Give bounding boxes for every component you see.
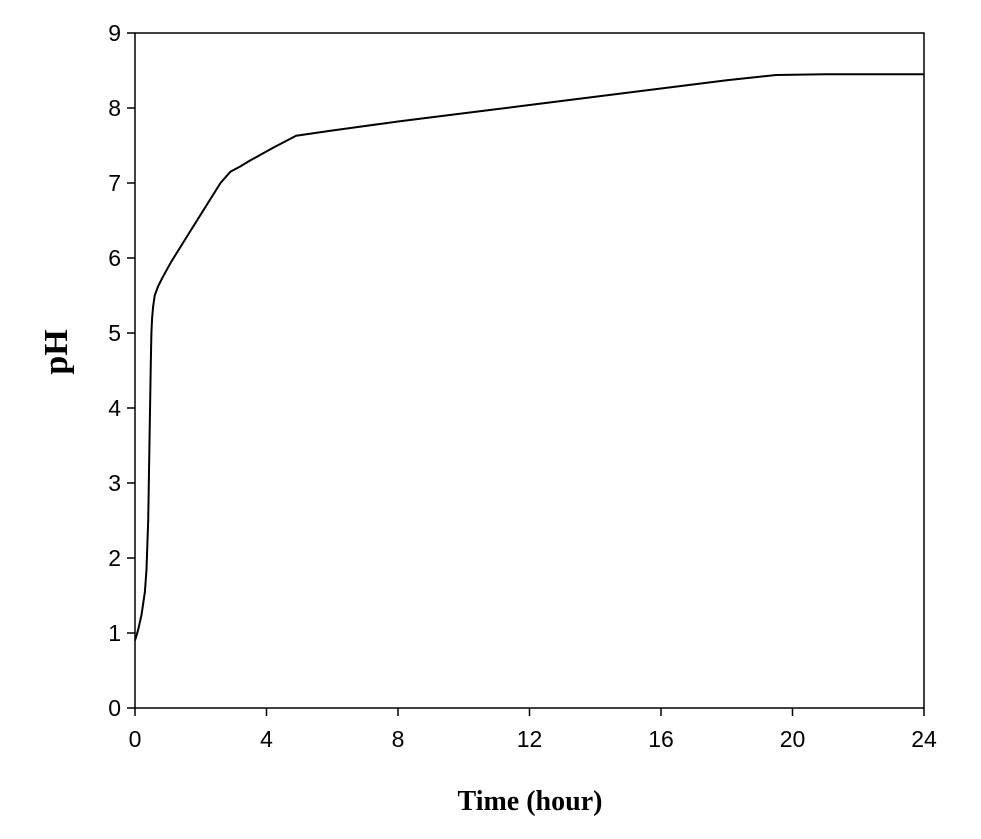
x-tick-label: 20 [780, 726, 806, 752]
y-tick-label: 1 [108, 620, 121, 646]
y-tick-label: 2 [108, 545, 121, 571]
plot-frame [134, 32, 925, 709]
y-tick-label: 6 [108, 245, 121, 271]
x-tick-label: 8 [392, 726, 405, 752]
y-tick-label: 3 [108, 470, 121, 496]
y-tick-label: 8 [108, 95, 121, 121]
y-axis-ticks: 0 1 2 3 4 5 6 7 8 9 [108, 20, 135, 721]
ph-series-line [134, 73, 924, 641]
y-axis-title: pH [38, 329, 75, 374]
x-tick-label: 0 [129, 726, 142, 752]
x-tick-label: 24 [911, 726, 937, 752]
y-tick-label: 0 [108, 695, 121, 721]
x-tick-label: 4 [260, 726, 273, 752]
x-axis-ticks: 0 4 8 12 16 20 24 [129, 708, 937, 752]
y-tick-label: 5 [108, 320, 121, 346]
y-tick-label: 7 [108, 170, 121, 196]
y-tick-label: 9 [108, 20, 121, 46]
x-tick-label: 12 [517, 726, 543, 752]
x-axis-title: Time (hour) [458, 786, 603, 817]
y-tick-label: 4 [108, 395, 121, 421]
x-tick-label: 16 [648, 726, 674, 752]
